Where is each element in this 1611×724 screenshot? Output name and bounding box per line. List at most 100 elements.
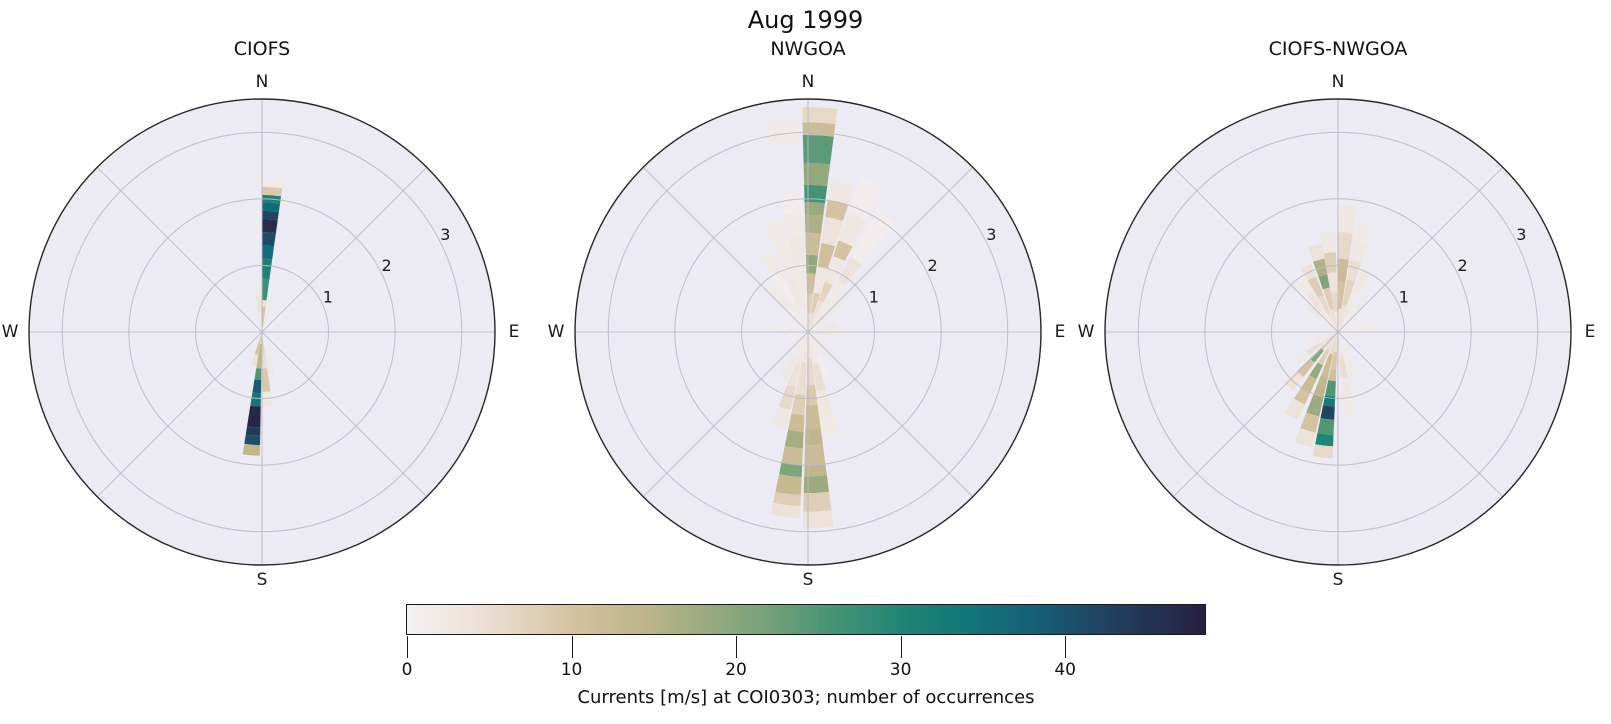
rose-wedge-segment [1337,258,1349,283]
rose-wedge-segment [1334,332,1338,352]
grid-spoke [807,331,974,498]
grid-spoke [261,166,428,333]
rose-wedge-segment [1305,304,1322,319]
polar-outline [574,98,1042,566]
rose-wedge-segment [1296,278,1313,298]
rose-wedge-segment [250,392,261,407]
compass-label-w: W [2,322,19,342]
rose-wedge-segment [802,510,834,529]
rose-wedge-segment [262,232,276,247]
rose-wedge-segment [1327,313,1338,332]
rose-wedge-segment [803,475,830,494]
rose-wedge-segment [1307,276,1324,298]
compass-label-e: E [1585,322,1596,342]
rose-wedge-segment [813,266,829,294]
rose-wedge-segment [262,332,265,352]
rose-wedge-segment [788,235,805,264]
compass-label-n: N [1332,72,1345,92]
rose-wedge-segment [776,247,796,280]
rose-wedge-segment [242,443,261,456]
rose-wedge-segment [1307,292,1324,313]
rose-wedge-segment [806,384,818,406]
grid-spoke [642,331,809,498]
compass-label-n: N [256,72,269,92]
rose-wedge-segment [825,200,849,221]
rose-wedge-segment [1315,433,1334,447]
rose-wedge-segment [247,405,261,428]
colorbar-tick [571,636,573,658]
grid-spoke [1337,331,1504,498]
colorbar-tick-label: 10 [560,660,583,680]
compass-label-s: S [803,570,814,590]
rose-wedge-segment [262,332,270,359]
grid-spoke [261,331,428,498]
rose-wedge-segment [1318,332,1338,341]
rose-wedge-segment [821,216,844,247]
radial-tick-label: 3 [440,225,450,244]
compass-label-w: W [548,322,565,342]
rose-wedge-segment [253,332,262,348]
rose-wedge-segment [827,180,855,206]
rose-ciofs-nwgoa: 1 2 3 N E S W [1078,72,1596,590]
rose-nwgoa: 1 2 3 N E S W [548,72,1066,590]
rose-wedge-segment [794,262,806,287]
rose-wedge-segment [262,202,281,213]
colorbar-tick-label: 0 [401,660,413,680]
compass-label-s: S [1333,570,1344,590]
radial-tick-label: 3 [986,225,996,244]
rose-wedge-segment [791,332,808,360]
rose-wedge-segment [253,284,261,296]
rose-wedge-segment [1330,292,1338,313]
rose-wedge-segment [1328,369,1337,382]
rose-wedge-segment [810,292,821,313]
rose-wedge-segment [252,379,262,394]
subplot-title-ciofs-nwgoa: CIOFS-NWGOA [1268,38,1408,60]
rose-wedge-segment [1338,332,1353,353]
rose-wedge-segment [808,332,827,342]
rose-wedge-segment [1346,259,1362,282]
rose-wedge-segment [771,324,789,332]
rose-wedge-segment [1305,337,1320,346]
rose-wedge-segment [262,315,267,332]
rose-wedge-segment [773,491,801,507]
rose-wedge-segment [262,218,278,234]
rose-wedge-segment [256,343,262,369]
rose-wedge-segment [837,256,862,286]
rose-wedge-segment [244,434,261,446]
rose-wedge-segment [262,245,275,260]
radial-tick-label: 2 [382,256,392,275]
rose-wedge-segment [1329,332,1338,355]
rose-wedge-segment [1309,348,1324,363]
rose-wedge-segment [1309,362,1323,380]
rose-wedge-segment [254,368,262,380]
rose-wedge-segment [823,323,838,330]
rose-wedge-segment [1306,342,1323,356]
rose-wedge-segment [802,106,838,125]
rose-wedge-segment [818,281,833,303]
rose-wedge-segment [789,332,808,343]
rose-wedge-segment [816,355,831,376]
rose-wedge-segment [784,212,804,238]
rose-wedge-segment [817,243,836,269]
rose-wedge-segment [1317,294,1331,315]
compass-label-s: S [257,570,268,590]
rose-wedge-segment [1322,287,1334,311]
rose-wedge-segment [806,273,816,294]
rose-wedge-segment [1284,370,1304,391]
rose-wedge-segment [808,327,825,332]
rose-wedge-segment [1349,299,1366,318]
rose-wedge-segment [1308,243,1325,262]
rose-wedge-segment [788,328,808,332]
compass-label-e: E [1055,322,1066,342]
rose-wedge-segment [779,462,803,477]
rose-wedge-segment [833,240,853,262]
rose-wedge-segment [1334,312,1338,332]
rose-wedge-segment [765,119,800,147]
rose-wedge-segment [1338,332,1344,356]
rose-wedge-segment [783,316,808,332]
rose-wedge-segment [1325,380,1336,397]
rose-wedge-segment [1340,377,1353,399]
rose-wedge-segment [1296,358,1315,377]
